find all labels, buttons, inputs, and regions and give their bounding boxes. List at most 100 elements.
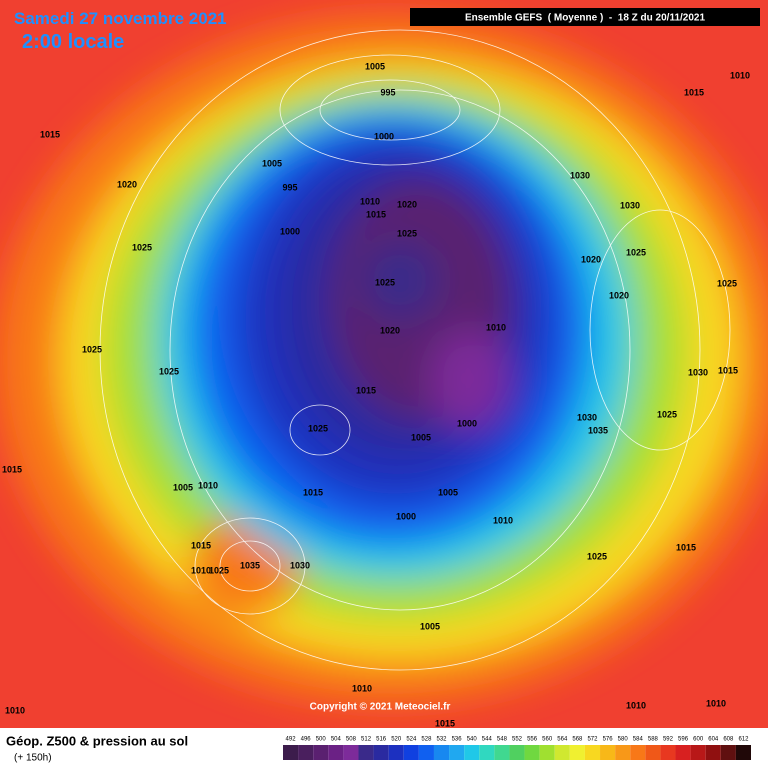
pressure-label: 1025 xyxy=(132,242,152,252)
pressure-label: 1025 xyxy=(159,366,179,376)
scale-label: 508 xyxy=(346,737,357,743)
local-time: 2:00 locale xyxy=(22,31,124,53)
pressure-label: 1025 xyxy=(397,228,417,238)
pressure-label: 1010 xyxy=(486,322,506,332)
pressure-label: 1015 xyxy=(435,718,455,728)
pressure-label: 1010 xyxy=(706,698,726,708)
scale-swatch xyxy=(373,745,389,760)
scale-swatch xyxy=(313,745,329,760)
scale-label: 556 xyxy=(527,737,538,743)
scale-label: 560 xyxy=(542,737,553,743)
pressure-label: 1035 xyxy=(588,425,608,435)
pressure-label: 1020 xyxy=(581,254,601,264)
scale-label: 612 xyxy=(738,737,749,743)
pressure-label: 1010 xyxy=(5,705,25,715)
scale-label: 576 xyxy=(603,737,614,743)
scale-swatch xyxy=(645,745,661,760)
copyright: Copyright © 2021 Meteociel.fr xyxy=(310,702,451,713)
scale-label: 496 xyxy=(301,737,312,743)
pressure-label: 1020 xyxy=(380,325,400,335)
scale-label: 596 xyxy=(678,737,689,743)
pressure-label: 1010 xyxy=(493,515,513,525)
pressure-label: 1010 xyxy=(730,70,750,80)
scale-label: 544 xyxy=(482,737,493,743)
scale-swatch xyxy=(720,745,736,760)
pressure-label: 1010 xyxy=(191,565,211,575)
pressure-label: 1025 xyxy=(308,423,328,433)
scale-label: 540 xyxy=(467,737,478,743)
pressure-label: 1015 xyxy=(303,487,323,497)
pressure-label: 1005 xyxy=(438,487,458,497)
scale-label: 600 xyxy=(693,737,704,743)
pressure-label: 995 xyxy=(282,182,297,192)
pressure-label: 1030 xyxy=(688,367,708,377)
scale-label: 548 xyxy=(497,737,508,743)
scale-swatch xyxy=(539,745,555,760)
pressure-label: 1025 xyxy=(82,344,102,354)
scale-swatch xyxy=(584,745,601,760)
scale-swatch xyxy=(675,745,691,760)
scale-swatch xyxy=(479,745,495,760)
scale-label: 500 xyxy=(316,737,327,743)
pressure-label: 1005 xyxy=(262,158,282,168)
pressure-label: 1000 xyxy=(396,511,416,521)
scale-swatch xyxy=(600,745,616,760)
scale-swatch xyxy=(449,745,465,760)
scale-swatch xyxy=(705,745,721,760)
scale-swatch xyxy=(464,745,480,760)
scale-swatch xyxy=(298,745,314,760)
scale-swatch xyxy=(569,745,585,760)
pressure-label: 1010 xyxy=(360,196,380,206)
pressure-label: 1025 xyxy=(209,565,229,575)
pressure-label: 1020 xyxy=(397,199,417,209)
pressure-label: 1025 xyxy=(375,277,395,287)
scale-swatch xyxy=(660,745,676,760)
pressure-label: 1025 xyxy=(587,551,607,561)
pressure-label: 1015 xyxy=(676,542,696,552)
scale-label: 536 xyxy=(452,737,463,743)
pressure-label: 1015 xyxy=(684,87,704,97)
pressure-label: 1015 xyxy=(356,385,376,395)
scale-label: 492 xyxy=(286,737,297,743)
pressure-label: 1020 xyxy=(117,179,137,189)
scale-label: 572 xyxy=(587,737,598,743)
pressure-label: 1025 xyxy=(657,409,677,419)
scale-label: 516 xyxy=(376,737,387,743)
pressure-label: 1015 xyxy=(2,464,22,474)
scale-label: 588 xyxy=(648,737,659,743)
scale-swatch xyxy=(615,745,631,760)
pressure-label: 1025 xyxy=(717,278,737,288)
pressure-label: 1025 xyxy=(626,247,646,257)
pressure-label: 1000 xyxy=(374,131,394,141)
scale-label: 568 xyxy=(572,737,583,743)
pressure-label: 1030 xyxy=(577,412,597,422)
scale-label: 592 xyxy=(663,737,674,743)
scale-swatch xyxy=(388,745,404,760)
scale-swatch xyxy=(554,745,570,760)
scale-swatch xyxy=(358,745,374,760)
scale-swatch xyxy=(630,745,646,760)
pressure-label: 1030 xyxy=(620,200,640,210)
footer-title: Géop. Z500 & pression au sol xyxy=(6,733,188,748)
scale-label: 504 xyxy=(331,737,342,743)
scale-swatch xyxy=(524,745,540,760)
pressure-label: 1005 xyxy=(365,61,385,71)
scale-label: 528 xyxy=(421,737,432,743)
lead-time: (+ 150h) xyxy=(14,753,52,764)
pressure-label: 1010 xyxy=(352,683,372,693)
date: Samedi 27 novembre 2021 xyxy=(14,9,227,28)
pressure-label: 1030 xyxy=(570,170,590,180)
pressure-label: 1000 xyxy=(280,226,300,236)
scale-label: 532 xyxy=(437,737,448,743)
scale-swatch xyxy=(418,745,434,760)
pressure-label: 1005 xyxy=(411,432,431,442)
pressure-label: 995 xyxy=(380,87,395,97)
scale-label: 584 xyxy=(633,737,644,743)
model-info: Ensemble GEFS ( Moyenne ) - 18 Z du 20/1… xyxy=(465,13,706,24)
scale-swatch xyxy=(283,745,299,760)
pressure-label: 1030 xyxy=(290,560,310,570)
scale-swatch xyxy=(494,745,510,760)
